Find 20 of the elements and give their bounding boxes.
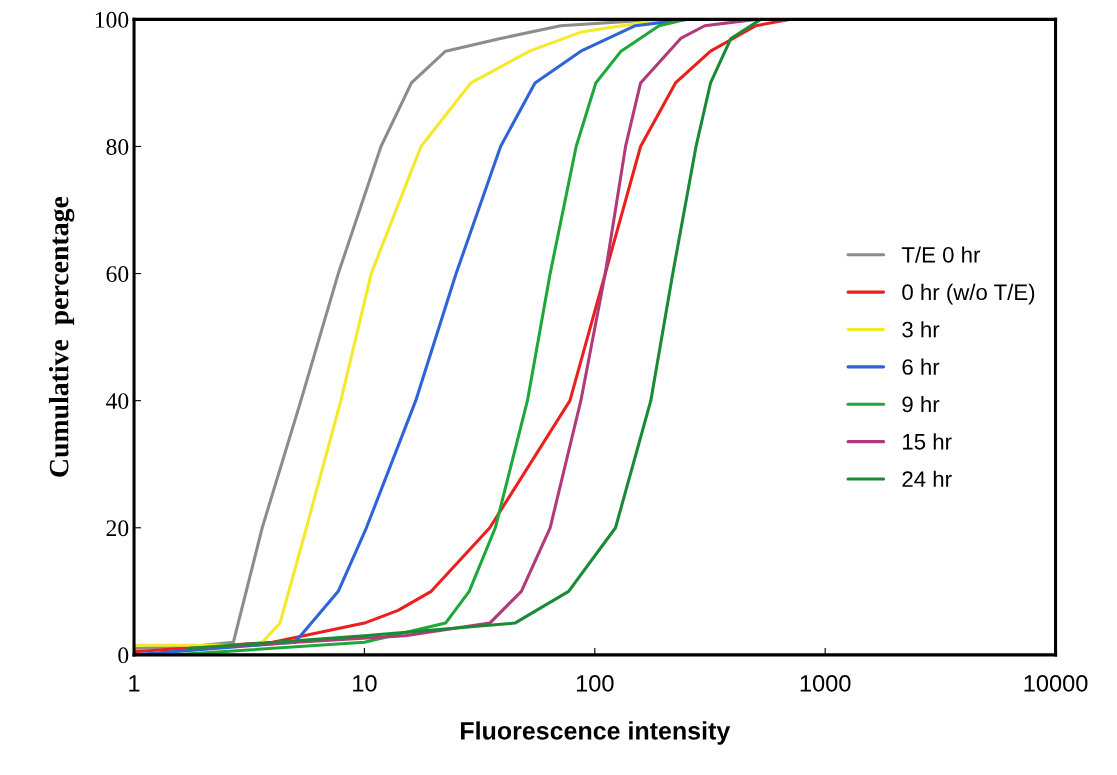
legend-label: 15 hr [903,433,952,450]
y-tick-label: 80 [106,138,129,155]
legend-label: 6 hr [902,358,940,375]
y-axis-title: Cumulative percentage [48,196,75,477]
y-tick-label: 20 [106,520,129,537]
x-tick-label: 10000 [1024,674,1088,692]
y-tick-label: 100 [95,11,129,28]
y-tick-label: 60 [106,266,129,282]
x-tick-label: 10 [353,674,377,692]
x-axis-title: Fluorescence intensity [461,721,731,745]
legend-label: T/E 0 hr [901,246,981,263]
y-tick-label: 0 [118,647,129,664]
x-tick-label: 100 [576,674,614,692]
legend-label: 9 hr [902,395,940,413]
x-tick-label: 1000 [800,674,851,692]
legend-label: 0 hr (w/o T/E) [902,283,1035,305]
x-tick-label: 1 [129,675,140,692]
legend-label: 3 hr [902,321,940,338]
y-tick-label: 40 [106,393,129,410]
legend-label: 24 hr [902,470,952,487]
